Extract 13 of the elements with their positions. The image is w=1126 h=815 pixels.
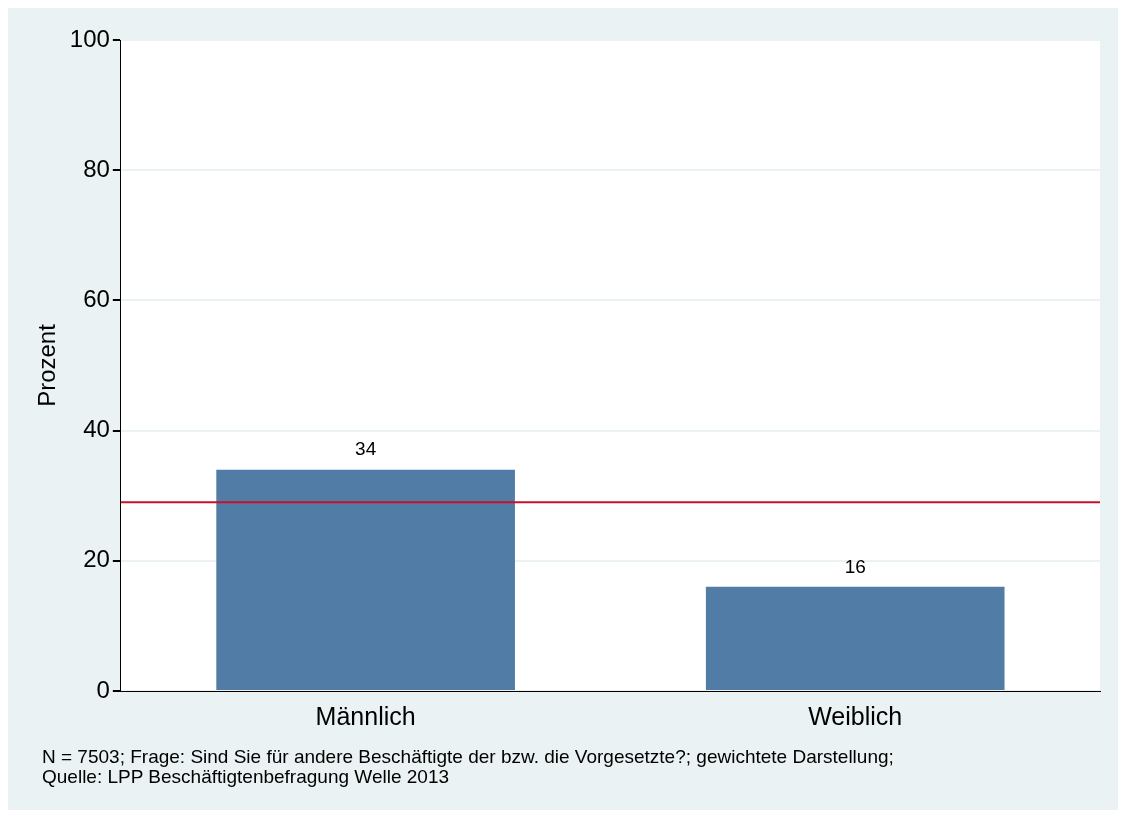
data-label: 16	[844, 555, 866, 577]
y-tick-label: 60	[83, 285, 110, 313]
y-tick-label: 20	[83, 545, 110, 573]
y-tick-label: 40	[83, 415, 110, 443]
y-tick-label: 0	[96, 675, 110, 703]
y-tick-label: 100	[69, 24, 110, 52]
y-tick-label: 80	[83, 154, 110, 182]
text: N = 7503; Frage: Sind Sie für andere Beschäftigte der bzw. die Vorgesetzte?; gewichtete Darstellung;	[42, 746, 894, 767]
x-tick-label: Weiblich	[808, 701, 903, 730]
y-axis-title: Prozent	[33, 323, 61, 407]
x-tick-label: Männlich	[315, 701, 416, 730]
data-label: 34	[355, 438, 377, 460]
source-note: Quelle: LPP Beschäftigtenbefragung Welle 2013	[42, 766, 450, 787]
